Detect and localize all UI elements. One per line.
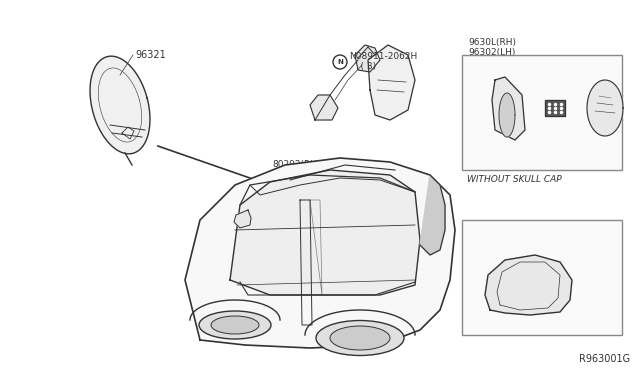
- Polygon shape: [368, 45, 415, 120]
- Polygon shape: [545, 100, 565, 116]
- Ellipse shape: [316, 321, 404, 356]
- Ellipse shape: [330, 326, 390, 350]
- Ellipse shape: [211, 316, 259, 334]
- Text: N08911-2062H
    ( 3): N08911-2062H ( 3): [349, 52, 417, 71]
- Polygon shape: [587, 80, 623, 136]
- Polygon shape: [310, 95, 338, 120]
- Text: 80292(RH)
80293(LH): 80292(RH) 80293(LH): [272, 160, 321, 179]
- Polygon shape: [234, 210, 251, 228]
- Text: WITHOUT SKULL CAP: WITHOUT SKULL CAP: [467, 175, 562, 184]
- Text: R963001G: R963001G: [579, 354, 630, 364]
- Polygon shape: [230, 170, 420, 295]
- Text: UNPAINTED
SKULL CAP: UNPAINTED SKULL CAP: [472, 228, 535, 250]
- Polygon shape: [185, 158, 455, 348]
- Polygon shape: [492, 77, 525, 140]
- Text: 96321: 96321: [135, 50, 166, 60]
- Polygon shape: [485, 255, 572, 315]
- Polygon shape: [420, 175, 445, 255]
- Polygon shape: [90, 56, 150, 154]
- Text: 9630L(RH)
96302(LH): 9630L(RH) 96302(LH): [468, 38, 516, 57]
- Bar: [462, 220, 622, 335]
- Polygon shape: [499, 93, 515, 137]
- Bar: [462, 55, 622, 170]
- Ellipse shape: [199, 311, 271, 339]
- Polygon shape: [355, 45, 380, 72]
- Text: N: N: [337, 59, 343, 65]
- Text: 96367M(RH)
96368M(LH): 96367M(RH) 96368M(LH): [467, 60, 524, 79]
- Text: 96365M(RH)
96366M(LH): 96365M(RH) 96366M(LH): [467, 130, 524, 150]
- Text: 96301M (RH)
96302M(LH): 96301M (RH) 96302M(LH): [477, 300, 536, 320]
